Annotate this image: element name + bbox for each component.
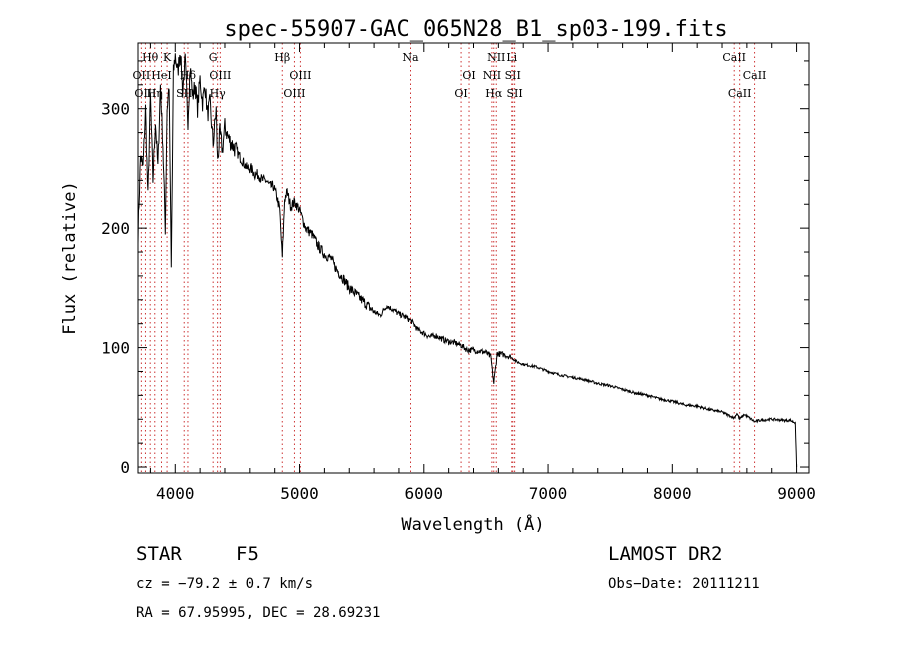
marker-label: SII	[507, 87, 523, 100]
coordinates-readout: RA = 67.95995, DEC = 28.69231	[136, 605, 381, 621]
marker-label: NII	[487, 51, 505, 64]
marker-label: SII	[176, 87, 192, 100]
marker-label: OIII	[283, 87, 305, 100]
x-tick-label: 7000	[529, 484, 568, 503]
marker-label: CaII	[728, 87, 752, 100]
marker-label: Hθ	[142, 51, 159, 64]
marker-label: OII	[132, 69, 150, 82]
object-subclass: F5	[236, 543, 259, 565]
marker-label: G	[209, 51, 218, 64]
marker-label: OIII	[289, 69, 311, 82]
marker-label: SII	[505, 69, 521, 82]
x-axis: 4000 5000 6000 7000 8000 9000	[149, 43, 816, 503]
marker-label: Hβ	[274, 51, 290, 64]
observation-date: Obs−Date: 20111211	[608, 576, 760, 592]
marker-label: Hγ	[210, 87, 227, 100]
marker-label: K	[163, 51, 172, 64]
y-tick-label: 200	[101, 219, 130, 238]
marker-label: Hα	[485, 87, 503, 100]
marker-label: OI	[462, 69, 475, 82]
object-class: STAR	[136, 543, 182, 565]
marker-label: Li	[506, 51, 517, 64]
redshift-readout: cz = −79.2 ± 0.7 km/s	[136, 576, 314, 592]
marker-label: CaII	[743, 69, 767, 82]
spectrum-line	[137, 53, 798, 468]
marker-label: CaII	[722, 51, 746, 64]
chart-title: spec-55907-GAC_065N28_B1_sp03-199.fits	[224, 17, 727, 42]
y-tick-label: 100	[101, 339, 130, 358]
x-tick-label: 5000	[280, 484, 319, 503]
survey-label: LAMOST DR2	[608, 543, 723, 565]
y-tick-label: 300	[101, 100, 130, 119]
x-tick-label: 4000	[156, 484, 195, 503]
marker-label: OIII	[209, 69, 231, 82]
y-tick-label: 0	[120, 458, 130, 477]
marker-label: OI	[454, 87, 467, 100]
y-axis-label: Flux (relative)	[60, 181, 80, 335]
spectrum-plot: spec-55907-GAC_065N28_B1_sp03-199.fits H…	[60, 17, 816, 535]
marker-label: HeI	[151, 69, 171, 82]
y-axis: 0 100 200 300	[101, 60, 809, 477]
x-tick-label: 6000	[405, 484, 444, 503]
x-tick-label: 9000	[777, 484, 816, 503]
marker-label: Na	[402, 51, 419, 64]
x-tick-label: 8000	[653, 484, 692, 503]
x-axis-label: Wavelength (Å)	[401, 513, 544, 535]
marker-label: NII	[483, 69, 501, 82]
